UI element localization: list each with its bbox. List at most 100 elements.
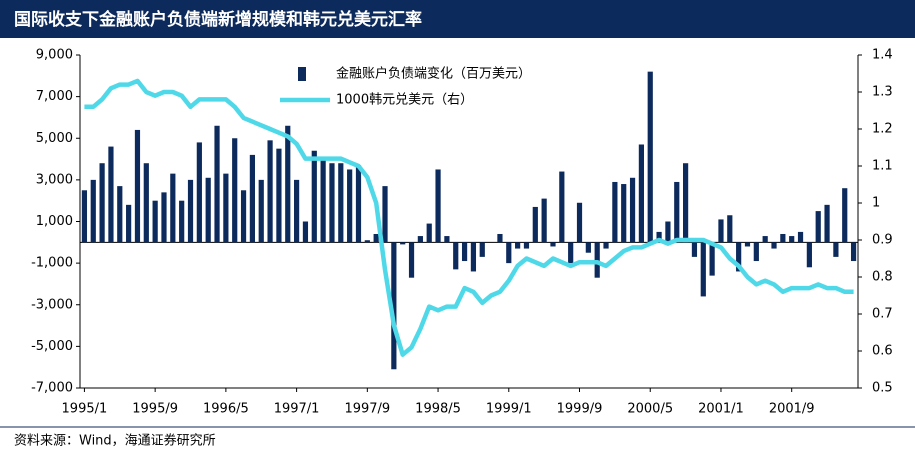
bar (285, 125, 291, 243)
bar (541, 198, 547, 243)
bar (736, 242, 742, 272)
bar (559, 171, 565, 243)
bar (603, 242, 609, 249)
bar (532, 206, 538, 243)
y-tick-label: -7,000 (31, 381, 73, 396)
bar (311, 150, 317, 243)
bar (214, 125, 220, 243)
y-tick-label: 3,000 (36, 172, 73, 187)
bar (232, 138, 238, 243)
y-tick-label: 9,000 (36, 48, 73, 63)
bar (753, 242, 759, 262)
bar (842, 188, 848, 243)
bar (267, 140, 273, 243)
bar (568, 242, 574, 264)
bar (249, 154, 255, 243)
bar (81, 190, 88, 243)
bar (444, 236, 450, 243)
bar (585, 242, 591, 253)
x-tick-label: 2001/1 (698, 402, 744, 417)
bar (629, 177, 636, 243)
source: 资料来源：Wind，海通证券研究所 (14, 433, 216, 449)
bar (674, 181, 680, 243)
bar (161, 192, 167, 243)
y2-tick-label: 1.1 (872, 159, 893, 174)
bar (382, 186, 388, 243)
bar (771, 242, 777, 249)
bar (223, 173, 229, 243)
x-tick-label: 1996/5 (203, 402, 249, 417)
title-bar (0, 0, 915, 38)
y-tick-label: 1,000 (36, 214, 73, 229)
bar (576, 202, 583, 243)
bar (461, 242, 468, 262)
bar (709, 242, 715, 276)
chart-title: 国际收支下金融账户负债端新增规模和韩元兑美元汇率 (14, 9, 422, 30)
bar (789, 236, 795, 243)
x-tick-label: 1999/9 (557, 402, 603, 417)
bar (108, 146, 114, 243)
bar (612, 181, 618, 243)
bar (364, 240, 370, 243)
y2-tick-label: 1.4 (872, 48, 893, 63)
bar (294, 179, 300, 243)
bar (762, 236, 768, 243)
y2-tick-label: 0.9 (872, 233, 893, 248)
bar (126, 204, 132, 243)
y2-tick-label: 1 (872, 196, 880, 211)
bar (320, 159, 326, 243)
bar (718, 219, 724, 243)
bar (700, 242, 706, 297)
y2-tick-label: 1.3 (872, 85, 893, 100)
bar (426, 223, 432, 243)
bar (338, 163, 344, 243)
y2-tick-label: 0.6 (872, 344, 893, 359)
line (84, 78, 854, 357)
bar (523, 242, 530, 249)
y-tick-label: 7,000 (36, 89, 73, 104)
bar (621, 184, 627, 243)
bar (90, 179, 96, 243)
bar (417, 236, 423, 243)
y-tick-label: -1,000 (31, 256, 73, 271)
bar (850, 242, 857, 262)
bar (470, 242, 477, 272)
bar (302, 221, 309, 243)
bar (665, 221, 671, 243)
bar (391, 242, 397, 370)
y-tick-label: -3,000 (31, 297, 73, 312)
bar (347, 169, 353, 243)
bar (638, 144, 644, 243)
bar (506, 242, 512, 264)
bar (329, 163, 335, 243)
x-tick-label: 2000/5 (627, 402, 673, 417)
x-tick-label: 1998/5 (415, 402, 461, 417)
y-tick-label: 5,000 (36, 131, 73, 146)
bar (479, 242, 485, 257)
bar (240, 190, 247, 243)
x-tick-label: 1995/1 (62, 402, 108, 417)
bar (824, 204, 830, 243)
bar (550, 242, 556, 247)
y2-tick-label: 0.8 (872, 270, 893, 285)
y2-tick-label: 0.7 (872, 307, 893, 322)
bar (355, 165, 362, 243)
bar (187, 179, 194, 243)
bar (435, 169, 441, 243)
bar (117, 186, 123, 243)
bar (797, 231, 804, 243)
x-tick-label: 2001/9 (769, 402, 815, 417)
bar (196, 142, 202, 243)
y-tick-label: -5,000 (31, 339, 73, 354)
bar (408, 242, 415, 278)
bar (373, 233, 379, 243)
bar (400, 242, 406, 245)
bar (656, 231, 662, 243)
bar (683, 163, 689, 243)
x-tick-label: 1995/9 (132, 402, 178, 417)
bar (515, 242, 521, 249)
bar (258, 179, 264, 243)
y2-tick-label: 1.2 (872, 122, 893, 137)
bar (647, 71, 653, 243)
bar (815, 211, 821, 243)
